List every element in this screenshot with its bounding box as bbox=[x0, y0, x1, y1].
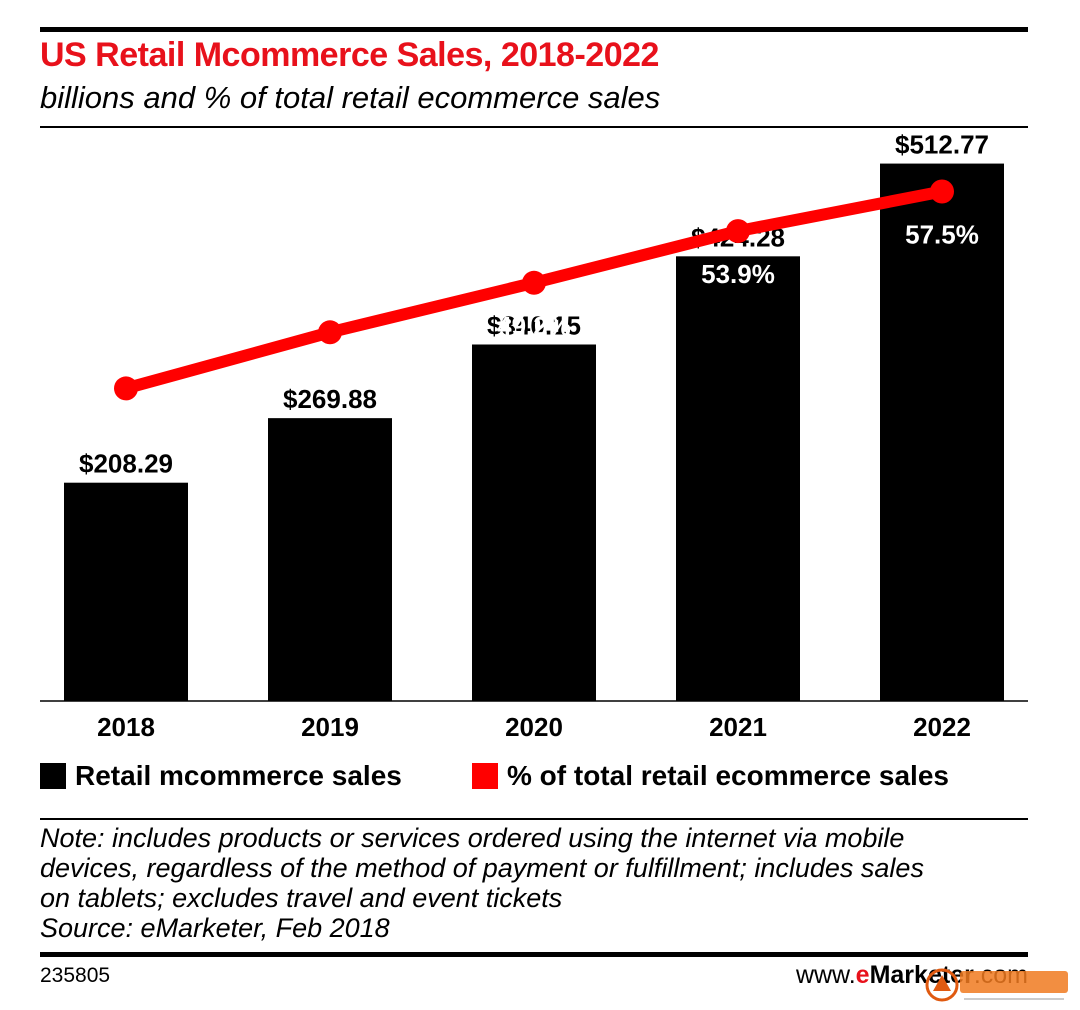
top-rule bbox=[40, 27, 1028, 32]
share-label-2020: 49.2% bbox=[497, 311, 571, 341]
bar-value-label-2018: $208.29 bbox=[79, 449, 173, 479]
bar-2018 bbox=[64, 482, 188, 701]
note-line: devices, regardless of the method of pay… bbox=[40, 853, 924, 883]
chart-title: US Retail Mcommerce Sales, 2018-2022 bbox=[40, 36, 659, 74]
bar-2019 bbox=[268, 418, 392, 701]
x-tick-label-2018: 2018 bbox=[97, 712, 155, 742]
bar-2021 bbox=[676, 256, 800, 701]
legend-swatch-black bbox=[40, 763, 66, 789]
watermark-logo bbox=[925, 968, 1068, 1002]
bar-2022 bbox=[880, 163, 1004, 702]
x-tick-label-2019: 2019 bbox=[301, 712, 359, 742]
share-point-2020 bbox=[522, 270, 546, 295]
x-tick-label-2020: 2020 bbox=[505, 712, 563, 742]
bar-value-label-2019: $269.88 bbox=[283, 384, 377, 414]
bar-2020 bbox=[472, 344, 596, 701]
legend-swatch-red bbox=[472, 763, 498, 789]
bar-value-label-2020: $340.15 bbox=[487, 310, 581, 340]
legend-item-share: % of total retail ecommerce sales bbox=[472, 760, 949, 792]
share-label-2022: 57.5% bbox=[905, 220, 979, 250]
footer-divider bbox=[40, 818, 1028, 820]
note-block: Note: includes products or services orde… bbox=[40, 823, 1030, 943]
chart-subtitle: billions and % of total retail ecommerce… bbox=[40, 80, 661, 115]
legend: Retail mcommerce sales % of total retail… bbox=[40, 760, 1040, 796]
share-point-2019 bbox=[318, 320, 342, 345]
chart-id: 235805 bbox=[40, 964, 111, 987]
share-point-2018 bbox=[114, 376, 138, 401]
bottom-rule bbox=[40, 952, 1028, 957]
share-point-2021 bbox=[726, 219, 750, 244]
brand-e: e bbox=[855, 961, 870, 989]
x-tick-label-2022: 2022 bbox=[913, 712, 971, 742]
bar-line-chart: $208.292018$269.882019$340.152020$424.28… bbox=[40, 130, 1028, 742]
legend-item-sales: Retail mcommerce sales bbox=[40, 760, 402, 792]
share-label-2021: 53.9% bbox=[701, 259, 775, 289]
bar-value-label-2022: $512.77 bbox=[895, 130, 989, 160]
x-tick-label-2021: 2021 bbox=[709, 712, 767, 742]
note-line: Note: includes products or services orde… bbox=[40, 823, 905, 853]
note-line: on tablets; excludes travel and event ti… bbox=[40, 883, 563, 913]
legend-label-share: % of total retail ecommerce sales bbox=[507, 760, 949, 791]
share-label-2019: 44.7% bbox=[293, 360, 367, 390]
share-label-2018: 39.6% bbox=[89, 416, 163, 446]
source-line: Source: eMarketer, Feb 2018 bbox=[40, 913, 390, 943]
share-point-2022 bbox=[930, 179, 954, 204]
legend-label-sales: Retail mcommerce sales bbox=[75, 760, 402, 791]
header-divider bbox=[40, 126, 1028, 128]
brand-prefix: www. bbox=[795, 961, 856, 989]
